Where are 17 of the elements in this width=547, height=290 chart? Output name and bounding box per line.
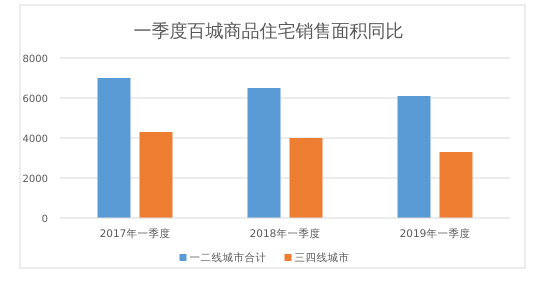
y-tick-label: 2000 (22, 174, 48, 185)
bar (248, 88, 280, 218)
bar (440, 152, 472, 218)
y-tick-label: 0 (42, 214, 48, 225)
bar (398, 96, 430, 218)
y-tick-label: 6000 (22, 94, 48, 105)
legend-label: 三四线城市 (294, 251, 350, 264)
y-tick-label: 4000 (22, 134, 48, 145)
y-tick-label: 8000 (22, 54, 48, 65)
x-tick-label: 2018年一季度 (250, 227, 320, 240)
bar (290, 138, 322, 218)
x-tick-label: 2017年一季度 (100, 227, 170, 240)
chart-title: 一季度百城商品住宅销售面积同比 (134, 21, 404, 42)
x-tick-label: 2019年一季度 (400, 227, 470, 240)
bar (140, 132, 172, 218)
bar (98, 78, 130, 218)
legend-label: 一二线城市合计 (190, 251, 266, 264)
